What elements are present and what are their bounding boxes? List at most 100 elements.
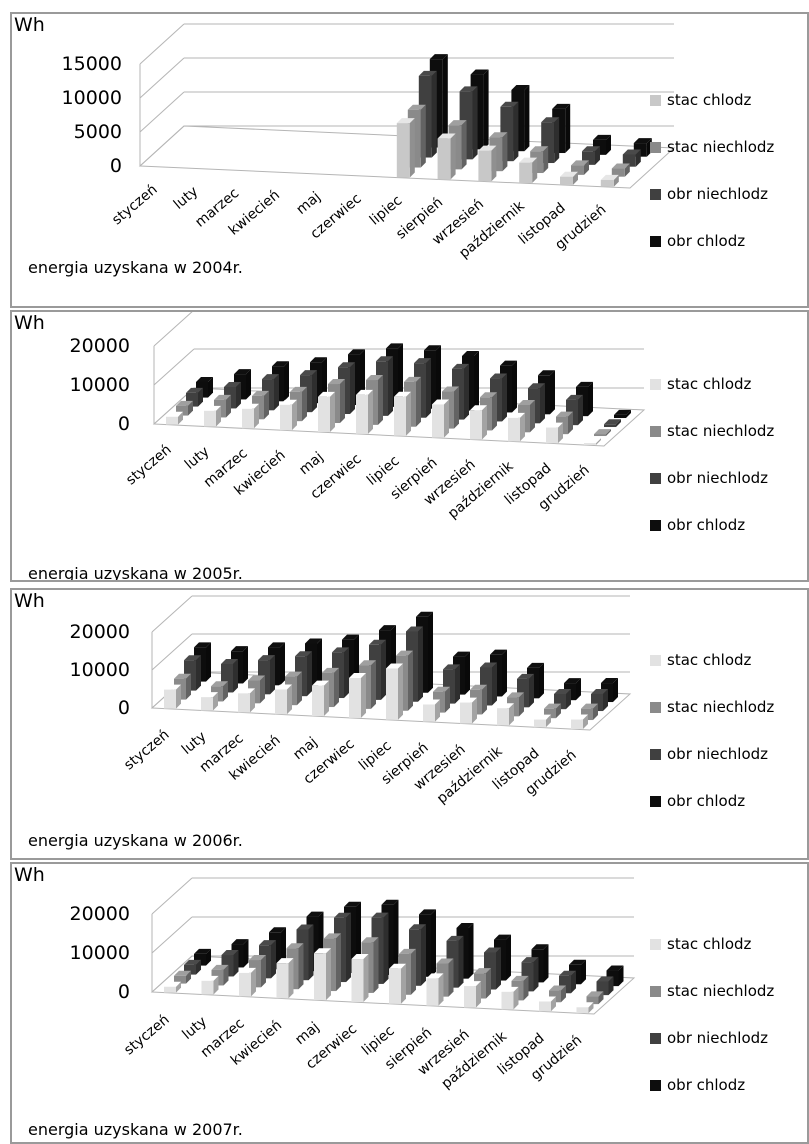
chart-panel-2006: 20000 10000 0 styczeń luty marzec kwiecień maj c…: [10, 588, 809, 860]
legend-item: obr niechlodz: [650, 1028, 768, 1048]
bar-stac-chlodz-6: [396, 118, 415, 178]
legend-swatch: [650, 1032, 661, 1044]
x-tick-label: luty: [179, 729, 210, 758]
legend-swatch: [650, 795, 661, 807]
unit-label: Wh: [14, 590, 45, 612]
y-tick-label: 0: [110, 155, 122, 177]
bar-stac-niechlodz-10: [571, 160, 589, 175]
bar-stac-chlodz-5: [349, 672, 366, 718]
bar-stac-chlodz-1: [201, 692, 218, 711]
bar-stac-niechlodz-11: [581, 703, 598, 721]
legend-item: stac chlodz: [650, 650, 751, 670]
bar-stac-chlodz-11: [571, 714, 588, 730]
bar-obr-niechlodz-0: [184, 959, 201, 975]
legend-swatch: [650, 938, 661, 950]
y-tick-label: 10000: [70, 374, 130, 396]
bar-stac-chlodz-9: [497, 703, 514, 726]
bar-stac-chlodz-11: [576, 1002, 594, 1014]
bar-stac-niechlodz-10: [544, 703, 561, 719]
legend-swatch: [650, 141, 661, 153]
x-tick-label: maj: [293, 189, 323, 218]
bar-stac-chlodz-8: [470, 405, 487, 440]
chart-caption: energia uzyskana w 2006r.: [28, 831, 243, 850]
y-tick-label: 0: [118, 413, 130, 435]
legend-label: obr chlodz: [667, 232, 746, 250]
bar-stac-chlodz-7: [423, 699, 440, 722]
bar-stac-niechlodz-11: [586, 991, 604, 1005]
legend-item: stac chlodz: [650, 90, 751, 110]
bar-stac-niechlodz-2: [248, 675, 265, 704]
bar-stac-chlodz-11: [600, 174, 619, 187]
y-tick-label: 0: [118, 697, 130, 719]
legend-item: stac niechlodz: [650, 421, 774, 441]
legend-swatch: [650, 235, 661, 247]
legend-label: stac chlodz: [667, 91, 752, 109]
bar-obr-niechlodz-11: [622, 149, 641, 167]
unit-label: Wh: [14, 14, 45, 36]
chart-legend: stac chlodz stac niechlodz obr niechlodz ob…: [650, 374, 807, 574]
chart-floor: [152, 387, 646, 447]
bar-stac-chlodz-8: [478, 145, 497, 182]
bar-stac-chlodz-8: [464, 981, 481, 1008]
bar-stac-chlodz-3: [276, 958, 294, 999]
y-tick-label: 10000: [70, 659, 130, 681]
legend-item: obr chlodz: [650, 515, 745, 535]
bar-stac-chlodz-9: [519, 157, 538, 184]
legend-swatch: [650, 519, 661, 531]
chart-panel-2005: 20000 10000 0 styczeń luty marzec kwiecień maj c…: [10, 310, 809, 582]
bar-stac-chlodz-10: [534, 714, 551, 728]
bar-stac-chlodz-1: [201, 975, 219, 995]
bar-stac-niechlodz-10: [549, 985, 566, 1003]
chart-panel-2007: 20000 10000 0 styczeń luty marzec kwiecień maj c…: [10, 862, 809, 1144]
x-tick-label: luty: [179, 1014, 210, 1043]
bar-stac-chlodz-0: [164, 684, 181, 709]
y-tick-label: 20000: [70, 903, 130, 925]
bar-stac-niechlodz-11: [594, 429, 611, 437]
legend-swatch: [650, 985, 661, 997]
bar-stac-chlodz-6: [386, 663, 403, 720]
legend-label: stac niechlodz: [667, 698, 775, 716]
unit-label: Wh: [14, 864, 45, 886]
chart-caption: energia uzyskana w 2007r.: [28, 1120, 243, 1139]
bar-stac-chlodz-2: [242, 403, 259, 429]
bar-stac-chlodz-3: [275, 684, 292, 715]
bar-stac-chlodz-2: [238, 688, 255, 713]
x-tick-label: maj: [296, 449, 326, 478]
bar-stac-chlodz-0: [164, 981, 181, 993]
x-tick-label: styczeń: [123, 442, 174, 489]
bar-stac-niechlodz-11: [611, 163, 630, 177]
legend-swatch: [650, 701, 661, 713]
legend-label: obr niechlodz: [667, 745, 769, 763]
legend-label: obr niechlodz: [667, 1029, 769, 1047]
bar-stac-niechlodz-0: [174, 970, 191, 984]
legend-item: stac niechlodz: [650, 137, 774, 157]
chart-floor: [150, 955, 636, 1015]
bar-stac-chlodz-10: [560, 171, 578, 185]
bar-stac-chlodz-7: [432, 399, 449, 438]
bar-stac-chlodz-5: [351, 954, 369, 1002]
bar-stac-chlodz-7: [426, 973, 444, 1006]
legend-item: stac niechlodz: [650, 981, 774, 1001]
y-tick-label: 5000: [74, 121, 122, 143]
x-tick-label: styczeń: [109, 182, 160, 229]
legend-swatch: [650, 94, 661, 106]
legend-label: stac chlodz: [667, 651, 752, 669]
legend-item: obr chlodz: [650, 1075, 745, 1095]
legend-item: obr niechlodz: [650, 184, 768, 204]
legend-item: stac chlodz: [650, 934, 751, 954]
x-tick-label: luty: [171, 183, 202, 212]
bar-stac-chlodz-2: [239, 967, 256, 997]
bar-stac-chlodz-9: [508, 412, 525, 442]
unit-label: Wh: [14, 312, 45, 334]
legend-label: obr chlodz: [667, 1076, 746, 1094]
chart-legend: stac chlodz stac niechlodz obr niechlodz ob…: [650, 650, 807, 850]
bar-obr-niechlodz-11: [604, 419, 621, 428]
bar-stac-chlodz-9: [501, 986, 519, 1010]
chart-legend: stac chlodz stac niechlodz obr niechlodz ob…: [650, 90, 807, 290]
bar-stac-chlodz-10: [546, 422, 563, 444]
bar-stac-chlodz-4: [318, 391, 335, 433]
bar-stac-chlodz-6: [394, 391, 411, 436]
legend-item: stac niechlodz: [650, 697, 774, 717]
